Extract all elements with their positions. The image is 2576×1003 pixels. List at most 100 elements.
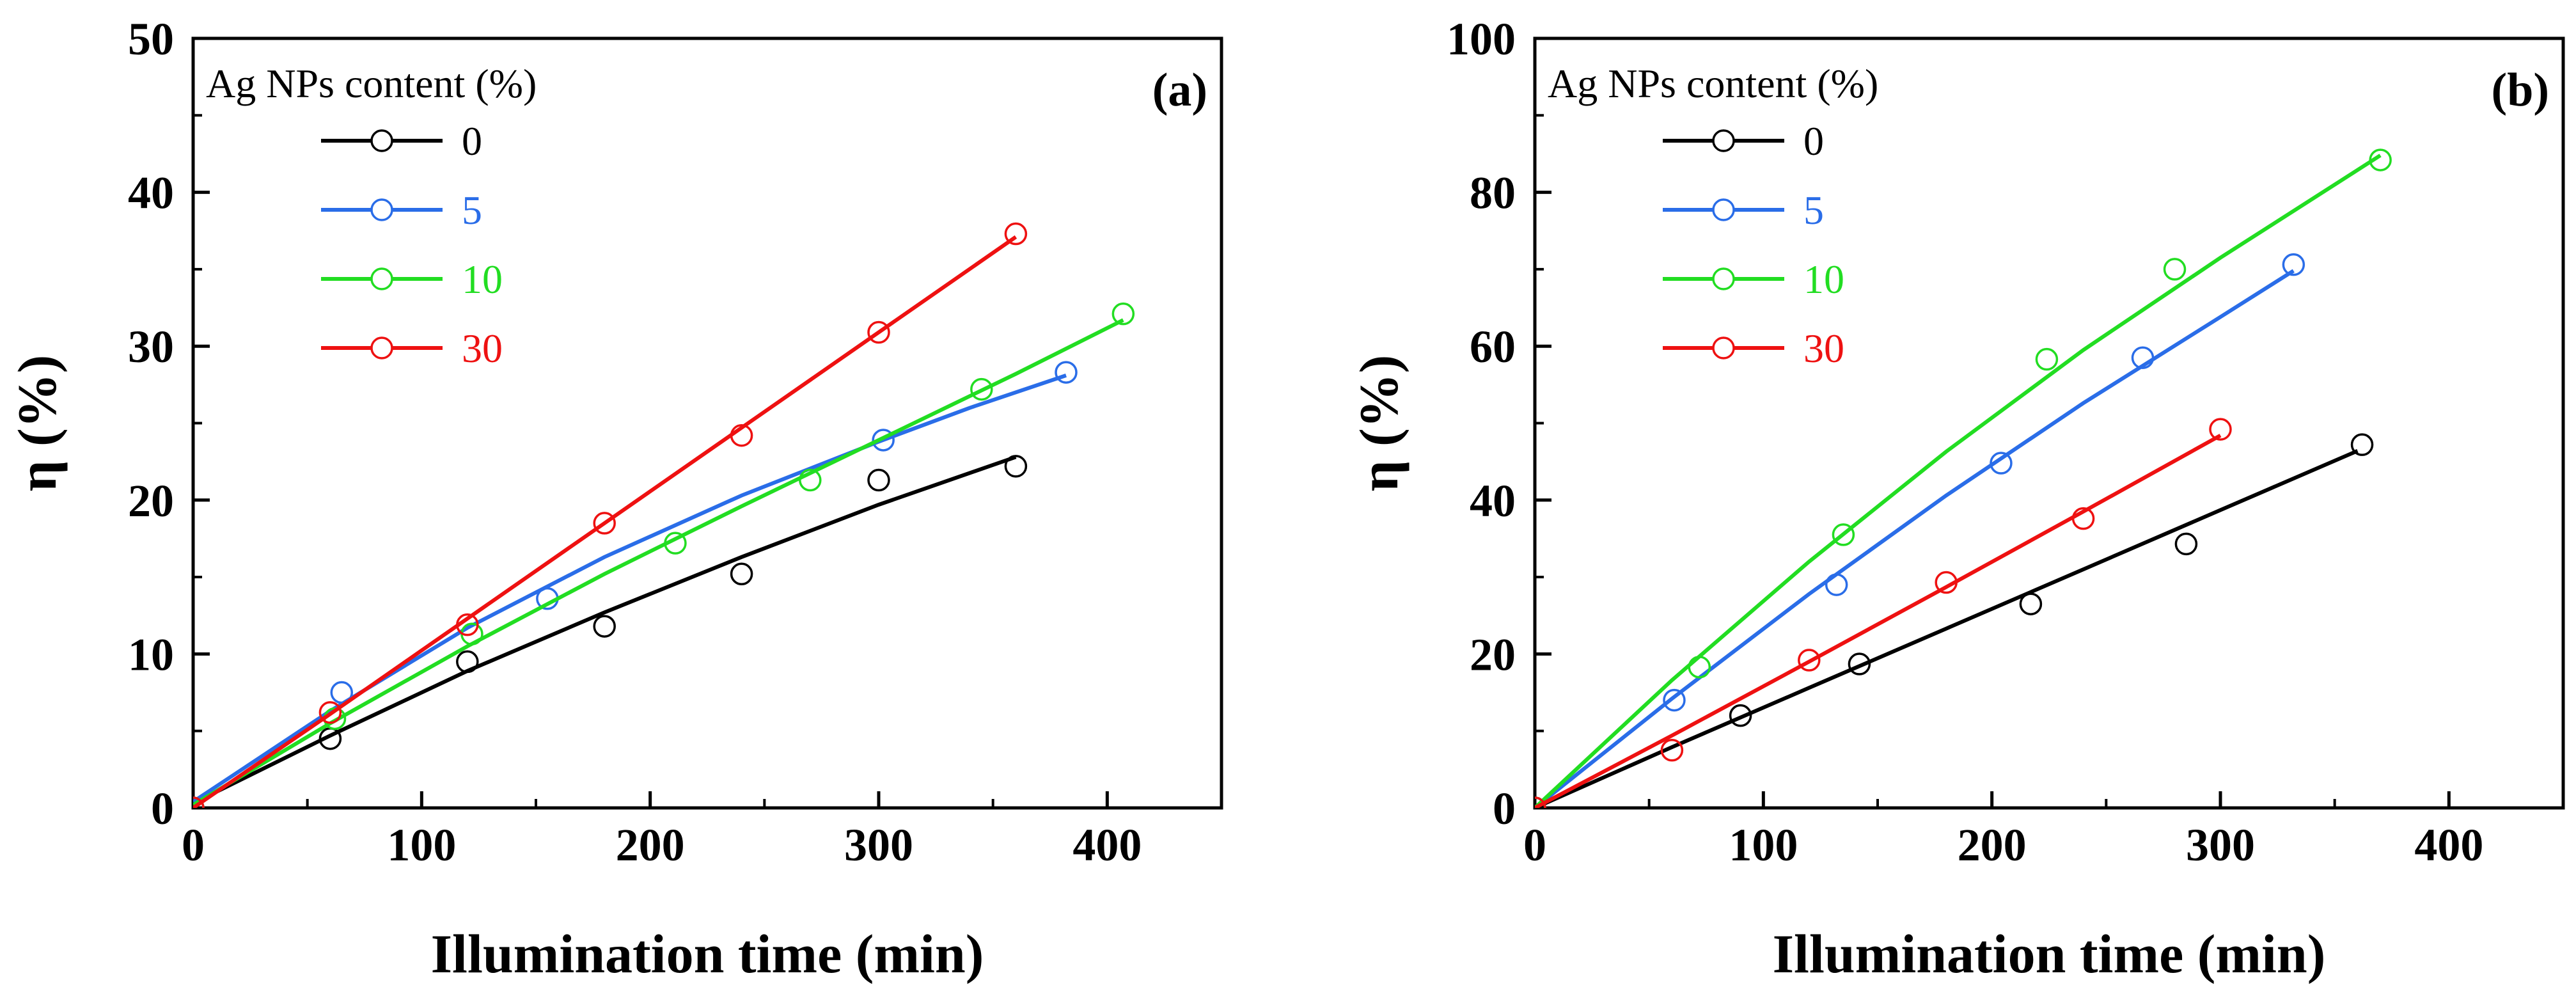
plot-frame [191, 36, 1223, 810]
plot-area [193, 222, 1135, 808]
data-point [2131, 346, 2155, 369]
data-point [2163, 258, 2187, 281]
y-tick-label: 60 [1470, 321, 1516, 372]
y-tick-label: 0 [151, 783, 174, 834]
data-point [1660, 739, 1684, 762]
x-axis-title: Illumination time (min) [431, 923, 984, 984]
legend-label-10: 10 [462, 257, 503, 302]
series-30 [1535, 418, 2232, 808]
plot-frame [1533, 36, 2565, 810]
y-tick-label: 20 [1470, 629, 1516, 680]
series-0 [193, 455, 1028, 808]
x-axis-title: Illumination time (min) [1773, 923, 2326, 984]
data-point [872, 429, 895, 452]
legend-marker-5 [1712, 198, 1735, 221]
fit-line-10 [1535, 154, 2382, 808]
series-5 [193, 361, 1078, 808]
fit-line-5 [1535, 269, 2295, 808]
legend-label-30: 30 [462, 326, 503, 371]
fit-line-10 [193, 318, 1124, 807]
data-point [318, 701, 342, 724]
data-point [1990, 452, 2013, 475]
data-point [1729, 704, 1752, 727]
fit-line-0 [1535, 449, 2359, 808]
data-point [1832, 523, 1855, 546]
data-point [664, 532, 687, 555]
panel-label: (a) [1152, 64, 1207, 116]
x-tick-label: 0 [1523, 819, 1546, 871]
data-point [1055, 361, 1078, 384]
data-point [730, 423, 753, 447]
x-tick-label: 200 [1958, 819, 2027, 871]
data-point [1111, 302, 1135, 326]
legend-marker-0 [370, 129, 393, 152]
x-tick-label: 0 [182, 819, 205, 871]
y-tick-label: 20 [128, 475, 174, 526]
x-tick-label: 200 [616, 819, 685, 871]
data-point [2282, 253, 2305, 276]
data-point [1004, 222, 1028, 246]
data-point [593, 512, 616, 535]
legend-title: Ag NPs content (%) [206, 61, 537, 106]
data-point [456, 650, 479, 674]
data-point [1935, 571, 1958, 594]
x-tick-label: 300 [2186, 819, 2255, 871]
x-tick-label: 100 [1729, 819, 1798, 871]
fit-line-30 [193, 235, 1017, 808]
legend-label-0: 0 [462, 118, 482, 164]
y-tick-label: 80 [1470, 168, 1516, 219]
x-tick-label: 400 [2414, 819, 2483, 871]
legend-label-5: 5 [1803, 187, 1824, 233]
data-point [593, 615, 616, 638]
data-point [799, 468, 822, 492]
data-point [2174, 532, 2198, 556]
data-point [1663, 688, 1686, 712]
data-point [1688, 656, 1711, 679]
legend-label-5: 5 [462, 187, 482, 233]
data-point [2209, 418, 2232, 441]
data-point [1004, 455, 1028, 478]
series-30 [193, 222, 1028, 808]
legend-marker-5 [370, 198, 393, 221]
fit-line-0 [193, 455, 1017, 805]
y-axis-title: η (%) [6, 355, 68, 492]
data-point [730, 562, 753, 586]
series-0 [1535, 433, 2374, 808]
y-tick-label: 50 [128, 13, 174, 65]
data-point [2035, 347, 2059, 371]
data-point [867, 468, 890, 492]
y-tick-label: 10 [128, 629, 174, 680]
data-point [2019, 592, 2043, 615]
data-point [1798, 649, 1821, 672]
legend-label-30: 30 [1803, 326, 1844, 371]
data-point [330, 681, 354, 704]
data-point [867, 320, 890, 344]
data-point [1848, 652, 1871, 675]
data-point [1825, 573, 1848, 596]
legend-label-10: 10 [1803, 257, 1844, 302]
data-point [2071, 507, 2095, 530]
x-tick-label: 300 [844, 819, 913, 871]
legend-title: Ag NPs content (%) [1548, 61, 1878, 106]
legend-marker-10 [370, 267, 393, 290]
series-10 [1535, 148, 2392, 808]
y-axis-title: η (%) [1348, 355, 1410, 492]
panel-label: (b) [2492, 64, 2549, 116]
x-tick-label: 400 [1072, 819, 1142, 871]
legend-label-0: 0 [1803, 118, 1824, 164]
y-tick-label: 0 [1493, 783, 1516, 834]
x-tick-label: 100 [387, 819, 456, 871]
plot-area [1535, 148, 2392, 808]
y-tick-label: 40 [128, 168, 174, 219]
series-5 [1535, 253, 2305, 808]
legend-marker-10 [1712, 267, 1735, 290]
legend-marker-30 [370, 336, 393, 359]
legend-marker-30 [1712, 336, 1735, 359]
data-point [970, 377, 993, 401]
data-point [2369, 148, 2392, 171]
y-tick-label: 40 [1470, 475, 1516, 526]
series-10 [193, 302, 1135, 808]
